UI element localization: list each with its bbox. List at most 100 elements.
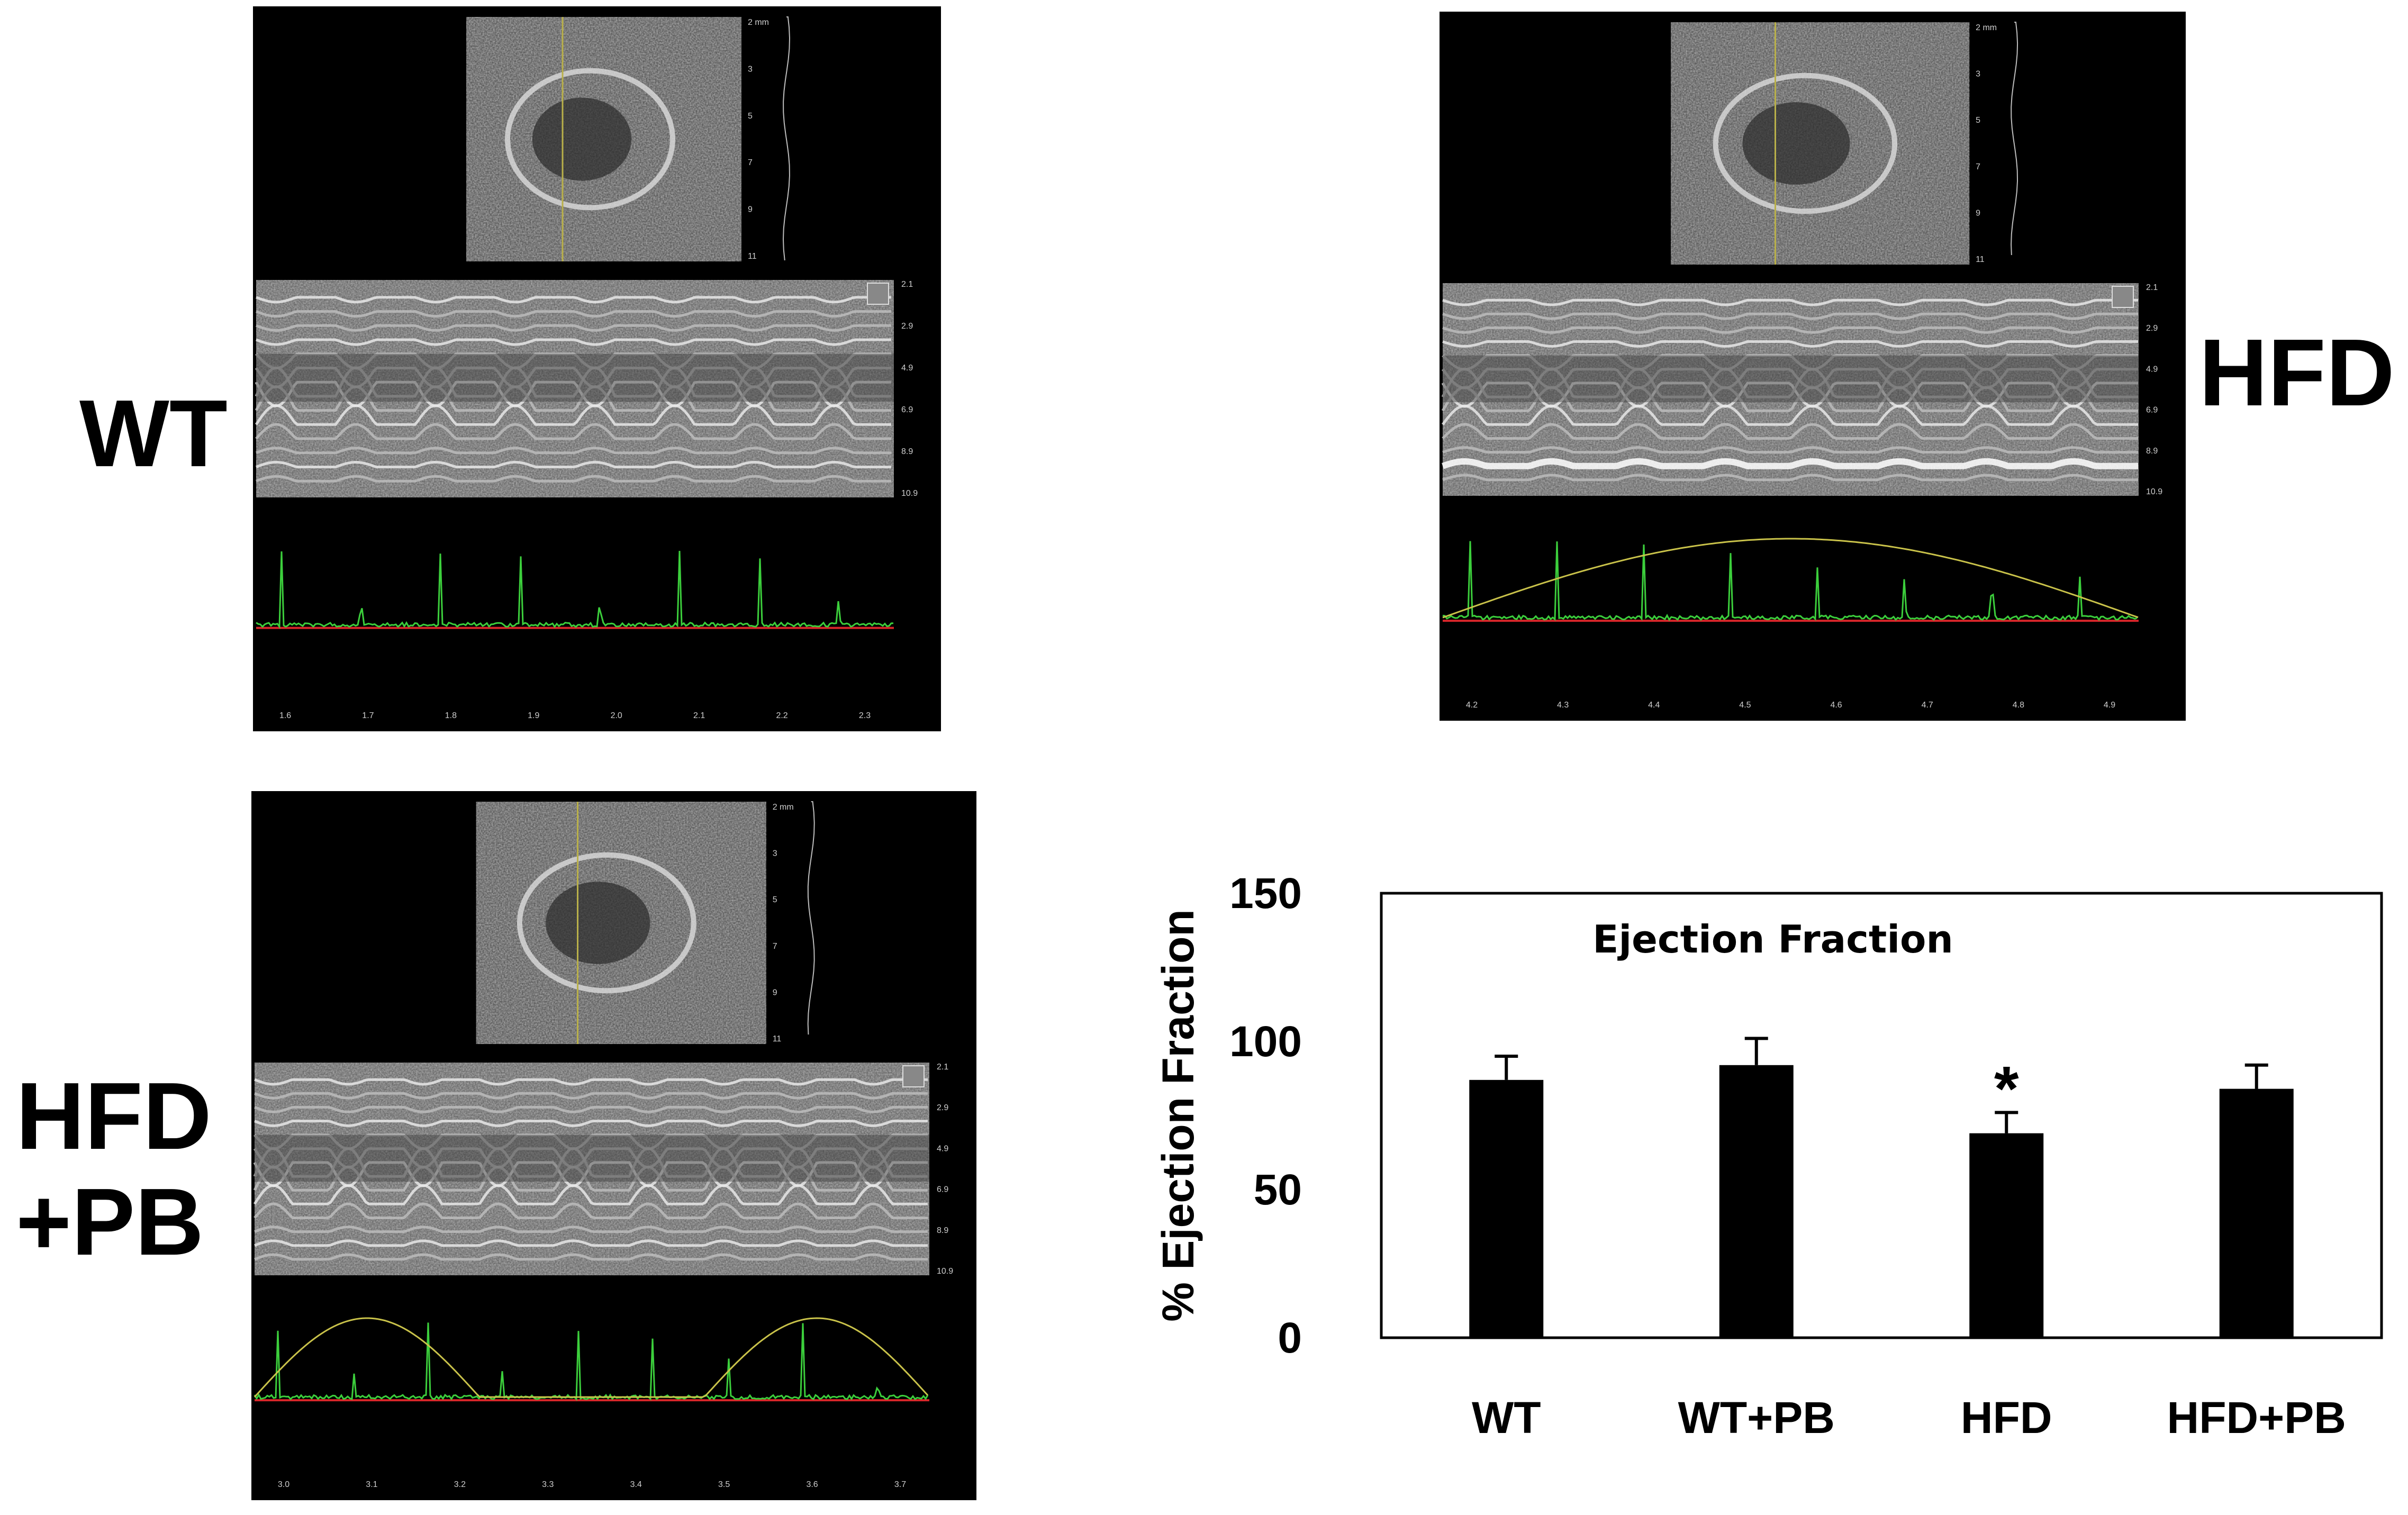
echo-panel-wt-mmode-tick: 2.9 [901,322,913,331]
chart-x-tick-label: HFD [1961,1393,2052,1443]
echo-panel-hfd-pb-time-tick: 3.3 [542,1480,554,1489]
echo-panel-hfd-bmode-image [1671,22,1970,265]
echo-panel-hfd-pb-mmode-tick: 2.9 [937,1103,948,1112]
echo-panel-hfd-time-tick: 4.2 [1466,701,1478,710]
chart-plot-frame [1380,892,2383,1339]
echo-panel-hfd-pb-time-tick: 3.2 [454,1480,466,1489]
chart-x-tick-label: WT [1472,1393,1541,1443]
echo-panel-hfd-pb-time-axis: 3.0 3.1 3.2 3.3 3.4 3.5 3.6 3.7 [278,1480,906,1489]
echo-panel-wt-time-tick: 2.3 [859,711,871,720]
echo-panel-hfd-bmode-tick: 2 mm [1976,23,1997,32]
echo-panel-hfd-mmode-tick: 6.9 [2146,406,2158,415]
echo-panel-hfd-pb-time-tick: 3.0 [278,1480,289,1489]
chart-bar [1719,1065,1794,1338]
echo-panel-hfd-mmode-tick: 2.1 [2146,283,2158,292]
echo-panel-wt-bmode-image [466,17,741,261]
echo-panel-wt-bmode-tick: 11 [748,252,757,261]
chart-significance-marker: * [1994,1053,2019,1124]
echo-panel-hfd-pb-mmode-tick: 8.9 [937,1226,948,1235]
chart-title: Ejection Fraction [1592,917,1953,961]
echo-panel-hfd-mmode-tick: 8.9 [2146,447,2158,456]
echo-panel-hfd-pb-bmode-tick: 5 [773,895,777,904]
chart-bar [1969,1133,2044,1338]
echo-panel-hfd-time-tick: 4.5 [1739,701,1751,710]
echo-panel-wt: 2 mm 3 5 7 9 11 2.1 2.9 4.9 6.9 8.9 10.9 1.6 1.7 1.8 1.… [253,6,941,731]
echo-panel-hfd-mmode-depth-scale: 2.1 2.9 4.9 6.9 8.9 10.9 [2112,283,2162,496]
echo-panel-wt-mmode-strip [255,280,894,497]
echo-panel-wt-ecg-trace [256,503,894,700]
echo-panel-wt-time-tick: 2.2 [776,711,787,720]
echo-panel-hfd-bmode-depth-scale: 2 mm 3 5 7 9 11 [1976,22,2018,264]
echo-panel-hfd-pb-mmode-tick: 10.9 [937,1267,953,1276]
chart-error-bar [2244,1063,2268,1089]
panel-label-hfd-pb-line1: HFD [16,1063,212,1169]
echo-panel-wt-time-axis: 1.6 1.7 1.8 1.9 2.0 2.1 2.2 2.3 [279,711,871,720]
echo-panel-hfd-ecg-trace [1442,501,2139,689]
echo-panel-hfd-time-tick: 4.4 [1648,701,1660,710]
echo-panel-wt-bmode-tick: 3 [748,65,753,74]
chart-x-tick-label: WT+PB [1678,1393,1835,1443]
chart-bar [1469,1079,1544,1338]
echo-panel-hfd-bmode-tick: 7 [1976,162,1980,171]
echo-panel-hfd-mmode-tick: 4.9 [2146,365,2158,374]
echo-panel-hfd: 2 mm 3 5 7 9 11 2.1 2.9 4.9 6.9 8.9 10.9 4.2 4.3 4.4 4.… [1440,12,2186,721]
echo-panel-hfd-bmode-tick: 3 [1976,70,1980,79]
echo-panel-hfd-time-tick: 4.7 [1922,701,1933,710]
echo-panel-hfd-pb-mmode-strip [253,1063,929,1275]
echo-panel-hfd-mmode-tick: 2.9 [2146,324,2158,333]
echo-panel-wt-mmode-tick: 6.9 [901,405,913,414]
echo-panel-wt-time-tick: 2.0 [611,711,622,720]
echo-panel-hfd-time-tick: 4.9 [2104,701,2115,710]
echo-panel-wt-time-tick: 1.8 [445,711,457,720]
echo-panel-hfd-pb-bmode-depth-scale: 2 mm 3 5 7 9 11 [773,801,815,1044]
echo-panel-hfd-bmode-tick: 9 [1976,208,1980,217]
echo-panel-hfd-pb-mmode-tick: 2.1 [937,1063,948,1072]
echo-panel-hfd-pb-bmode-tick: 3 [773,849,777,858]
chart-y-tick-label: 100 [1229,1018,1302,1066]
echo-panel-hfd-bmode-tick: 11 [1976,255,1985,264]
echo-panel-hfd-pb-time-tick: 3.6 [806,1480,818,1489]
panel-label-hfd-pb: HFD +PB [16,1064,212,1275]
echo-panel-wt-mmode-tick: 10.9 [901,489,918,498]
echo-panel-hfd-mmode-tick: 10.9 [2146,487,2162,496]
echo-panel-wt-mmode-tick: 4.9 [901,364,913,373]
echo-panel-wt-bmode-tick: 9 [748,205,753,214]
panel-label-wt: WT [79,386,228,482]
echo-panel-hfd-pb-bmode-tick: 2 mm [773,803,794,812]
echo-panel-hfd-pb-ecg-trace [254,1281,929,1468]
echo-panel-hfd-pb-time-tick: 3.7 [894,1480,906,1489]
echo-panel-hfd-pb-bmode-tick: 11 [773,1035,782,1044]
echo-panel-hfd-pb-bmode-tick: 9 [773,988,777,997]
echo-panel-hfd-pb-time-tick: 3.4 [630,1480,642,1489]
echo-panel-hfd-time-tick: 4.6 [1830,701,1842,710]
echo-panel-hfd-pb-bmode-tick: 7 [773,942,777,951]
echo-panel-wt-time-tick: 1.9 [528,711,539,720]
echo-panel-hfd-time-axis: 4.2 4.3 4.4 4.5 4.6 4.7 4.8 4.9 [1466,701,2115,710]
chart-x-tick-label: HFD+PB [2167,1393,2346,1443]
panel-label-hfd: HFD [2199,325,2395,421]
echo-panel-hfd-pb-time-tick: 3.1 [366,1480,377,1489]
echo-panel-wt-bmode-depth-scale: 2 mm 3 5 7 9 11 [748,16,790,261]
echo-panel-hfd-bmode-tick: 5 [1976,116,1980,125]
chart-error-bar [1744,1037,1768,1065]
echo-panel-wt-mmode-tick: 8.9 [901,447,913,456]
chart-error-bar [1495,1055,1518,1080]
echo-panel-hfd-pb-mmode-depth-scale: 2.1 2.9 4.9 6.9 8.9 10.9 [902,1063,953,1276]
echo-panel-wt-bmode-tick: 7 [748,158,753,167]
echo-panel-wt-bmode-tick: 5 [748,112,753,121]
echo-panel-hfd-pb-bmode-image [476,802,766,1044]
echo-panel-wt-mmode-depth-scale: 2.1 2.9 4.9 6.9 8.9 10.9 [867,280,918,498]
echo-panel-wt-bmode-tick: 2 mm [748,18,769,27]
ejection-fraction-chart: % Ejection Fraction 0 50 100 150 Ejection F… [1153,869,2383,1443]
chart-bar [2219,1088,2294,1338]
panel-label-wt-line1: WT [79,380,228,487]
echo-panel-wt-time-tick: 2.1 [693,711,705,720]
echo-panel-hfd-time-tick: 4.8 [2013,701,2024,710]
echo-panel-wt-time-tick: 1.6 [279,711,291,720]
echo-panel-wt-mmode-tick: 2.1 [901,280,913,289]
chart-y-tick-label: 0 [1278,1314,1302,1362]
echo-panel-hfd-pb-time-tick: 3.5 [718,1480,730,1489]
